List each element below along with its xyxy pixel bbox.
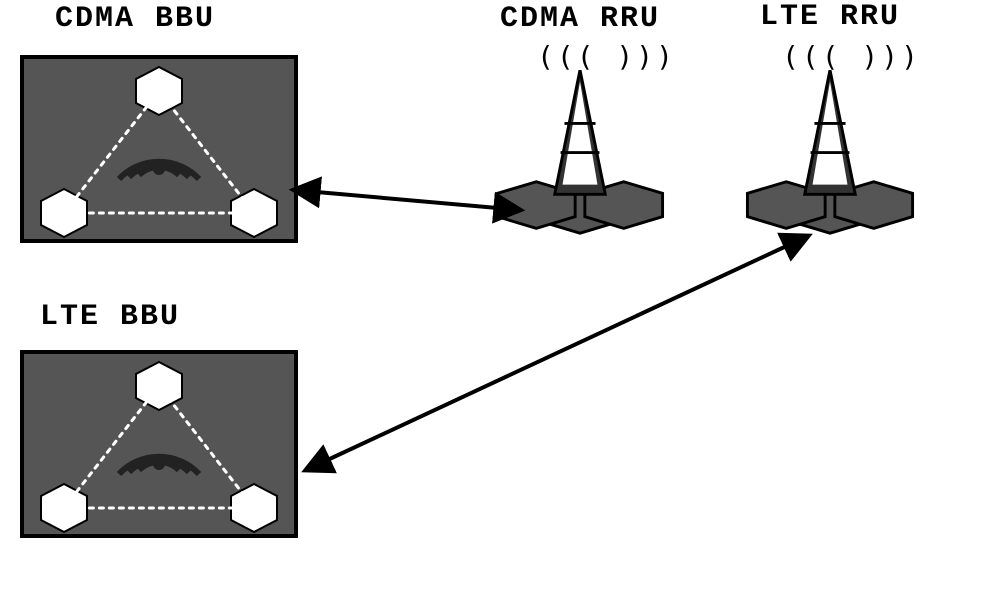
lte-rru-tower [730,70,930,240]
label-lte-bbu: LTE BBU [40,300,180,334]
signal-lte-rru: ((( ))) [782,40,921,73]
signal-cdma-rru: ((( ))) [537,40,676,73]
label-lte-rru: LTE RRU [760,0,900,34]
lte-bbu-box [20,350,298,538]
cdma-bbu-icon [24,59,294,239]
cdma-bbu-box [20,55,298,243]
cdma-rru-tower-icon [480,70,680,240]
link-lte [306,236,808,470]
cdma-rru-tower [480,70,680,240]
lte-bbu-icon [24,354,294,534]
lte-rru-tower-icon [730,70,930,240]
label-cdma-bbu: CDMA BBU [55,2,215,36]
label-cdma-rru: CDMA RRU [500,2,660,36]
